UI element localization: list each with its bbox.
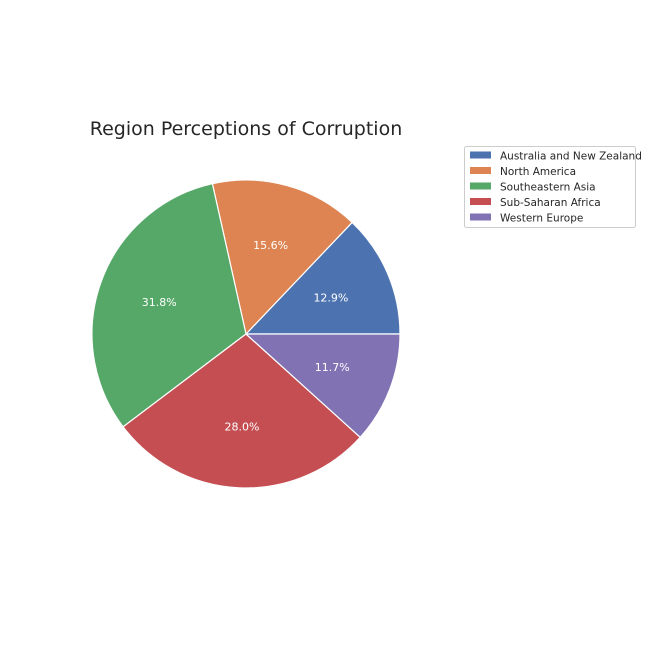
pie-label-western-europe: 11.7% — [315, 361, 350, 374]
legend-swatch-australia-and-new-zealand — [470, 151, 491, 159]
pie-slice-sub-saharan-africa — [122, 333, 361, 489]
legend-label-sub-saharan-africa: Sub-Saharan Africa — [500, 197, 601, 209]
pie-label-australia-and-new-zealand: 12.9% — [313, 292, 348, 305]
legend-label-australia-and-new-zealand: Australia and New Zealand — [500, 151, 642, 163]
pie-slices — [91, 179, 401, 489]
pie-slice-southeastern-asia — [91, 183, 247, 428]
pie-slice-north-america — [211, 179, 353, 335]
pie-label-north-america: 15.6% — [253, 239, 288, 252]
legend-label-north-america: North America — [500, 166, 576, 178]
legend-frame — [464, 146, 636, 228]
pie-slice-australia-and-new-zealand — [245, 221, 401, 335]
pie-slice-western-europe — [245, 333, 401, 438]
legend-swatch-southeastern-asia — [470, 182, 491, 190]
pie-label-sub-saharan-africa: 28.0% — [224, 420, 259, 433]
legend: Australia and New Zealand North America So… — [464, 146, 642, 228]
legend-swatch-western-europe — [470, 213, 491, 221]
pie-percent-labels: 12.9% 15.6% 31.8% 28.0% 11.7% — [142, 239, 350, 433]
chart-title: Region Perceptions of Corruption — [90, 118, 403, 140]
legend-swatch-north-america — [470, 167, 491, 174]
legend-items: Australia and New Zealand North America So… — [470, 151, 642, 225]
legend-label-western-europe: Western Europe — [500, 213, 583, 225]
legend-swatch-sub-saharan-africa — [470, 198, 491, 205]
pie-label-southeastern-asia: 31.8% — [142, 296, 177, 309]
legend-label-southeastern-asia: Southeastern Asia — [500, 182, 596, 194]
